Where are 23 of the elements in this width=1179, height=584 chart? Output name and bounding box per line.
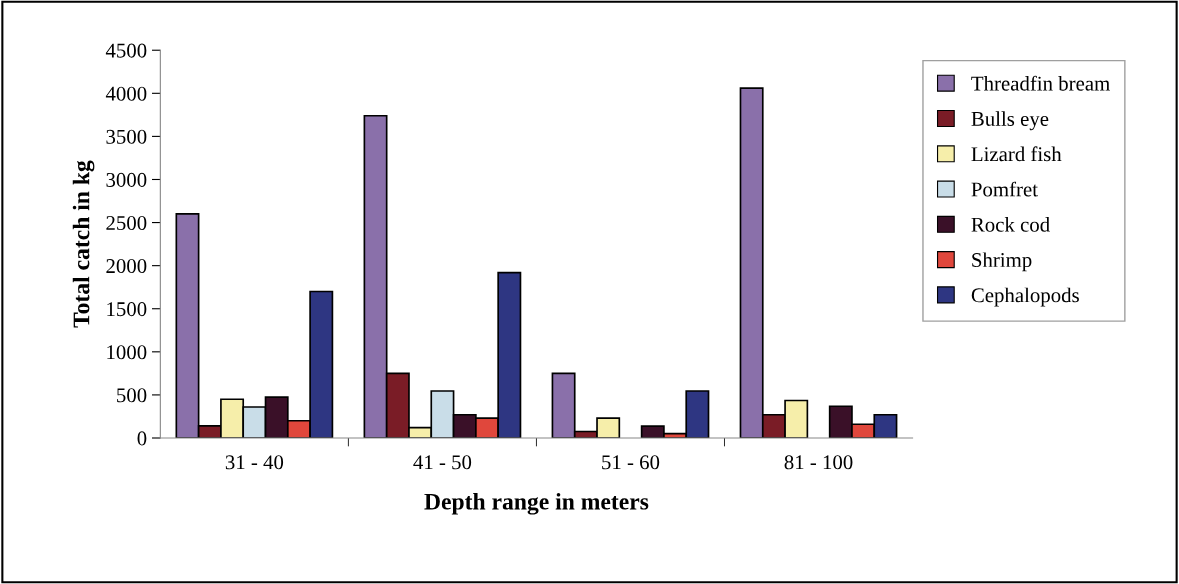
y-tick-label: 4000 (105, 86, 147, 101)
legend-label: Lizard fish (971, 146, 1062, 162)
y-tick-label: 1500 (107, 302, 147, 317)
y-tick-label: 2500 (106, 215, 147, 230)
legend-label: Shrimp (972, 252, 1032, 272)
x-tick-label: 81 - 100 (784, 455, 853, 470)
legend-label: Rock cod (971, 217, 1050, 232)
y-axis-title: Total catch in kg (72, 160, 95, 328)
legend-label: Bulls eye (971, 111, 1049, 131)
legend-label: Cephalopods (971, 287, 1079, 307)
legend-label: Threadfin bream (971, 75, 1110, 91)
x-axis-title: Depth range in meters (424, 493, 649, 515)
x-tick-label: 31 - 40 (225, 455, 284, 470)
y-tick-label: 4500 (105, 43, 147, 58)
x-tick-label: 51 - 60 (602, 455, 660, 470)
y-tick-label: 1000 (107, 345, 147, 360)
y-tick-label: 3000 (106, 172, 147, 187)
y-tick-label: 500 (117, 388, 147, 403)
y-tick-label: 3500 (106, 129, 147, 144)
y-tick-label: 2000 (106, 259, 147, 274)
y-tick-label: 0 (137, 431, 147, 446)
x-tick-label: 41 - 50 (413, 455, 472, 470)
legend-label: Pomfret (971, 181, 1038, 197)
